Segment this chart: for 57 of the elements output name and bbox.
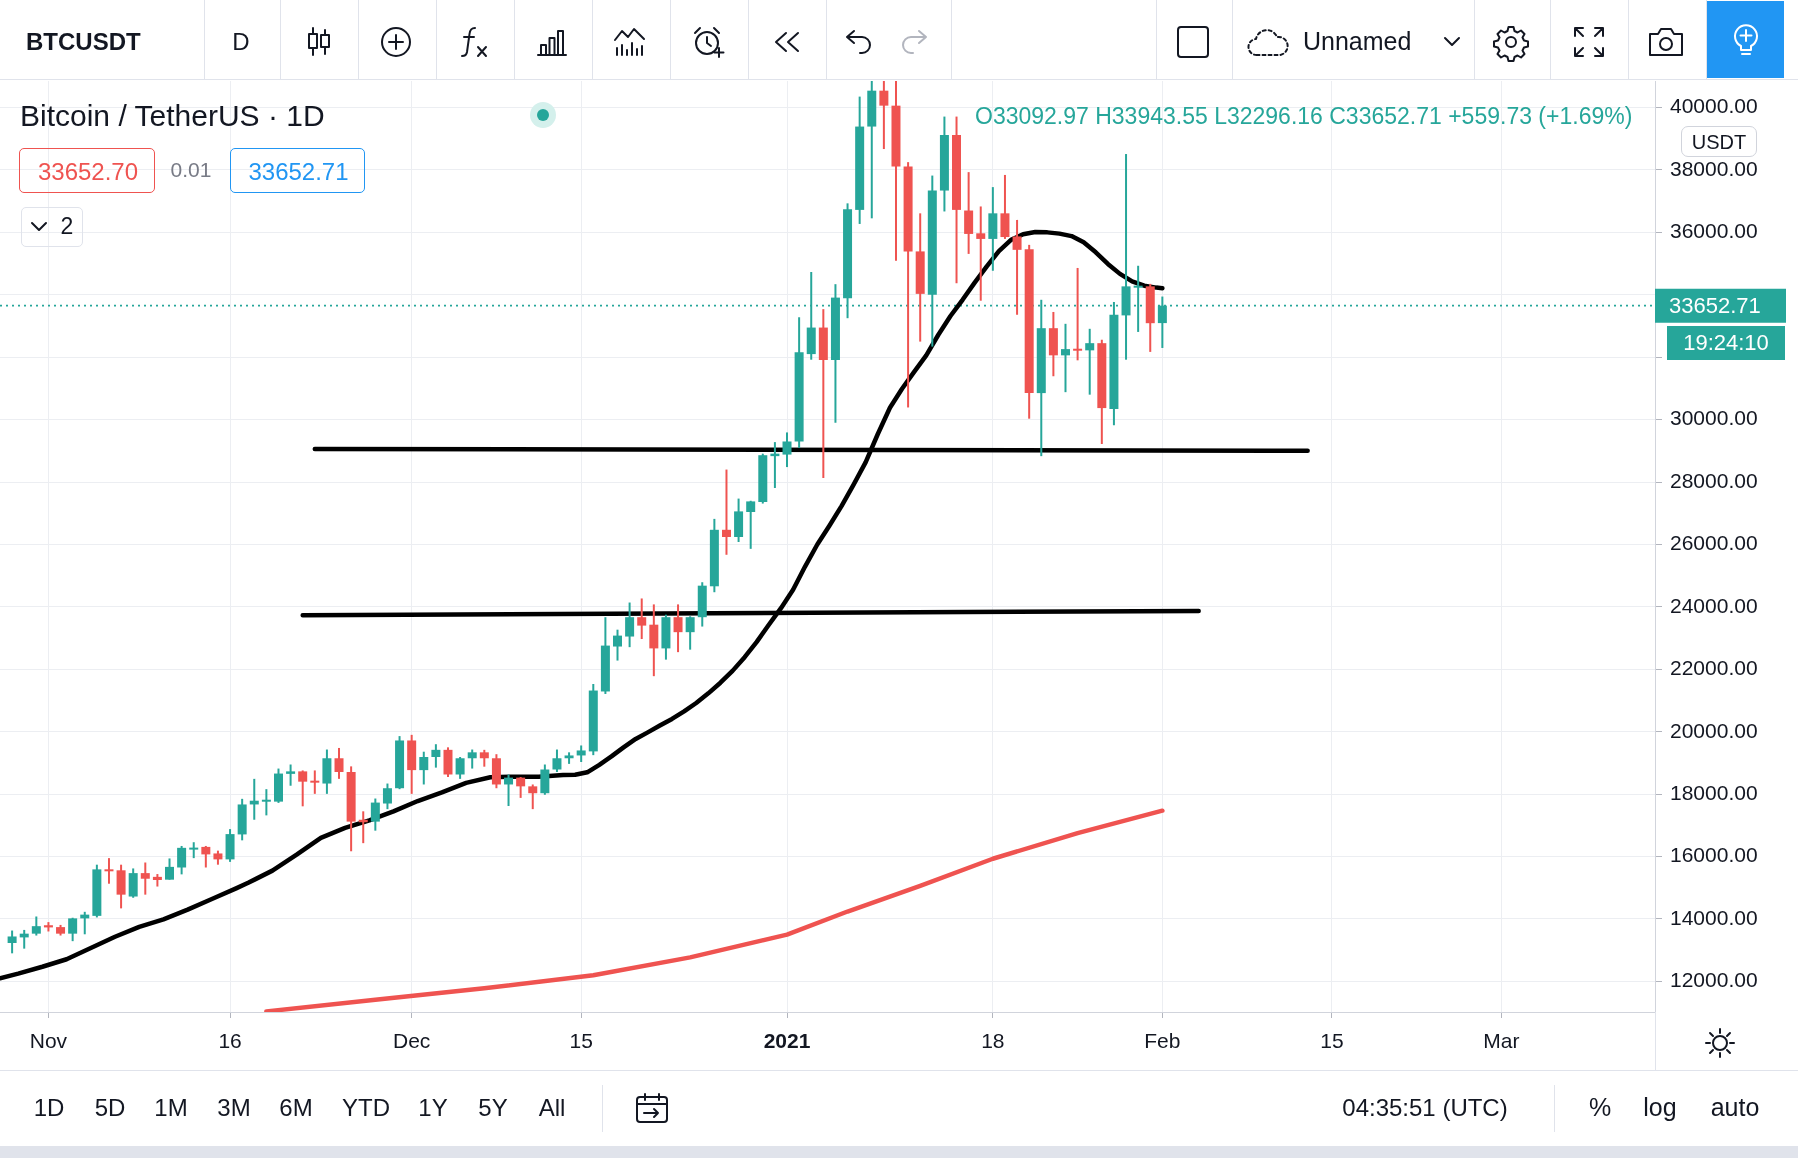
x-tick-label: 2021 [763,1029,811,1053]
buy-button: 33652.71 [230,148,365,193]
x-tick-label: 18 [981,1029,1005,1053]
sell-button: 33652.70 [19,148,155,193]
ref-line-label: 33652.71 [1669,292,1761,318]
annotation: 33652.70 [37,157,139,185]
y-tick-label: 14000.00 [1670,905,1758,929]
text: 6M [279,1093,313,1122]
x-tick-label: 15 [569,1029,593,1053]
text: Bitcoin / TetherUS · 1D [20,98,325,132]
text: auto [1710,1093,1760,1122]
candlestick [104,858,114,884]
x-tick-label: Dec [392,1029,431,1053]
annotation: 2 [60,213,74,240]
y-tick-label: 26000.00 [1670,531,1758,555]
collapse-button: 2 [21,207,83,247]
text: % [1588,1093,1612,1122]
x-tick-label: Nov [29,1029,68,1053]
y-tick-label: 24000.00 [1670,593,1758,617]
y-tick-label: 20000.00 [1670,718,1758,742]
candlestick [1061,323,1070,393]
x-tick-label: Mar [1483,1029,1520,1053]
candlestick [310,770,320,794]
y-tick-label: 12000.00 [1670,968,1758,992]
text: BTCUSDT [26,27,141,56]
text: YTD [342,1093,390,1122]
text: D [232,27,250,56]
text: 1D [33,1093,65,1122]
y-tick-label: 28000.00 [1670,468,1758,492]
x-tick-label: Feb [1144,1029,1181,1053]
text: O33092.97 H33943.55 L32296.16 C33652.71 +559.73 (+1.69%) [975,103,1633,130]
text: 5Y [478,1093,508,1122]
text: 3M [217,1093,251,1122]
candlestick [1073,267,1083,361]
y-tick-label: 22000.00 [1670,656,1758,680]
text: Unnamed [1303,27,1412,56]
y-tick-label: 30000.00 [1670,406,1758,430]
y-tick-label: 16000.00 [1670,843,1758,867]
annotation: 0.01 [170,158,212,182]
text: 5D [94,1093,126,1122]
timer-tag: 19:24:10 [1667,325,1785,360]
text: 1Y [418,1093,448,1122]
candlestick [261,789,271,816]
text: All [538,1093,566,1122]
text: 1M [154,1093,188,1122]
candlestick [721,469,731,555]
text: 04:35:51 (UTC) [1342,1093,1508,1122]
y-tick-label: 38000.00 [1670,156,1758,180]
annotation: 33652.71 [248,157,349,185]
candlestick [976,206,986,301]
x-tick-label: 15 [1320,1029,1344,1053]
y-tick-label: 36000.00 [1670,219,1758,243]
x-tick-label: 16 [218,1029,242,1053]
text: log [1643,1093,1677,1122]
y-tick-label: 18000.00 [1670,780,1758,804]
currency-button: USDT [1681,126,1757,157]
y-tick-label: 40000.00 [1670,94,1758,118]
